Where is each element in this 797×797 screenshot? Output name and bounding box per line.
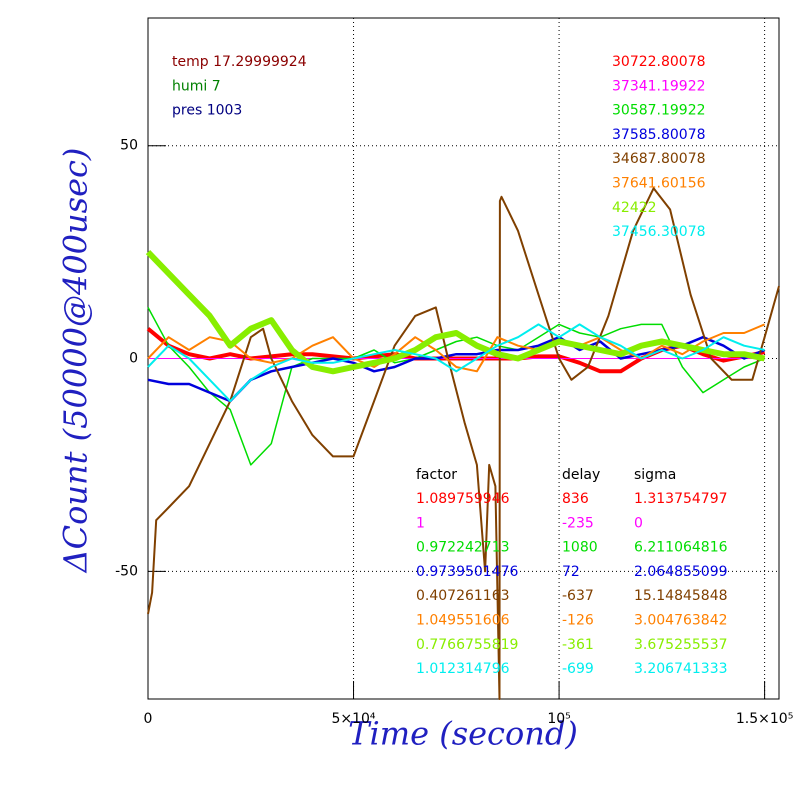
table-cell: 15.14845848 <box>634 588 728 604</box>
table-cell: 0.972242713 <box>416 540 510 556</box>
annotation: temp 17.29999924 <box>172 54 307 70</box>
x-tick-label: 10⁵ <box>547 711 570 727</box>
table-cell: 0.7766755819 <box>416 637 518 653</box>
x-tick-label: 5×10⁴ <box>331 711 375 727</box>
table-cell: -637 <box>562 588 594 604</box>
table-cell: 3.206741333 <box>634 661 728 677</box>
series-stat: 37341.19922 <box>612 78 706 94</box>
table-cell: 3.004763842 <box>634 613 728 629</box>
series-stat: 34687.80078 <box>612 151 706 167</box>
series-stat: 30722.80078 <box>612 54 706 70</box>
table-cell: 0.9739501476 <box>416 564 519 580</box>
series-stat: 30587.19922 <box>612 103 706 119</box>
table-cell: 3.675255537 <box>634 637 728 653</box>
table-cell: 836 <box>562 491 589 507</box>
series-line <box>147 307 765 466</box>
series-stat: 42422 <box>612 200 657 216</box>
x-tick-label: 1.5×10⁵ <box>736 711 793 727</box>
table-cell: 1 <box>416 515 425 531</box>
table-cell: 6.211064816 <box>634 540 728 556</box>
series-line <box>147 323 765 403</box>
x-tick-label: 0 <box>144 711 153 727</box>
table-cell: 2.064855099 <box>634 564 728 580</box>
y-tick-label: -50 <box>115 563 138 579</box>
table-cell: 1080 <box>562 540 598 556</box>
table-cell: 1.049551606 <box>416 613 510 629</box>
table-cell: 1.313754797 <box>634 491 728 507</box>
series-line <box>145 250 766 375</box>
table-cell: 1.089759946 <box>416 491 510 507</box>
y-axis-label: ΔCount (50000@400usec) <box>57 148 95 575</box>
table-cell: 0.407261163 <box>416 588 510 604</box>
series-stat: 37585.80078 <box>612 127 706 143</box>
table-cell: -699 <box>562 661 594 677</box>
table-cell: -361 <box>562 637 594 653</box>
table-header: delay <box>562 467 600 483</box>
series-line <box>147 187 780 700</box>
table-cell: 0 <box>634 515 643 531</box>
table-cell: -126 <box>562 613 594 629</box>
table-cell: 72 <box>562 564 580 580</box>
annotation: humi 7 <box>172 78 221 94</box>
x-axis-label: Time (second) <box>348 715 578 753</box>
table-cell: 1.012314796 <box>416 661 510 677</box>
series-stat: 37456.30078 <box>612 224 706 240</box>
series-line <box>147 323 765 373</box>
table-header: sigma <box>634 467 676 483</box>
y-tick-label: 50 <box>120 138 138 154</box>
table-cell: -235 <box>562 515 594 531</box>
annotation: pres 1003 <box>172 103 242 119</box>
series-stat: 37641.60156 <box>612 176 706 192</box>
y-tick-label: 0 <box>129 351 138 367</box>
table-header: factor <box>416 467 457 483</box>
